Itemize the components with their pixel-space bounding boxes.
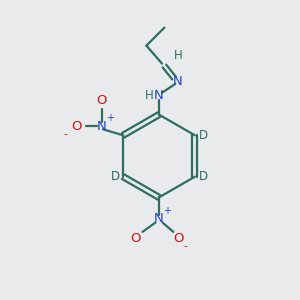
Text: D: D [198,170,208,183]
Text: N: N [154,89,164,102]
Text: O: O [71,120,82,133]
Text: D: D [198,129,208,142]
Text: N: N [97,120,106,133]
Text: O: O [96,94,107,107]
Text: N: N [173,75,182,88]
Text: +: + [106,113,114,123]
Text: O: O [131,232,141,245]
Text: H: H [145,89,154,102]
Text: H: H [174,49,183,62]
Text: D: D [110,170,120,183]
Text: O: O [173,232,184,245]
Text: -: - [64,129,68,139]
Text: -: - [183,241,188,251]
Text: +: + [164,206,171,216]
Text: N: N [154,212,164,226]
